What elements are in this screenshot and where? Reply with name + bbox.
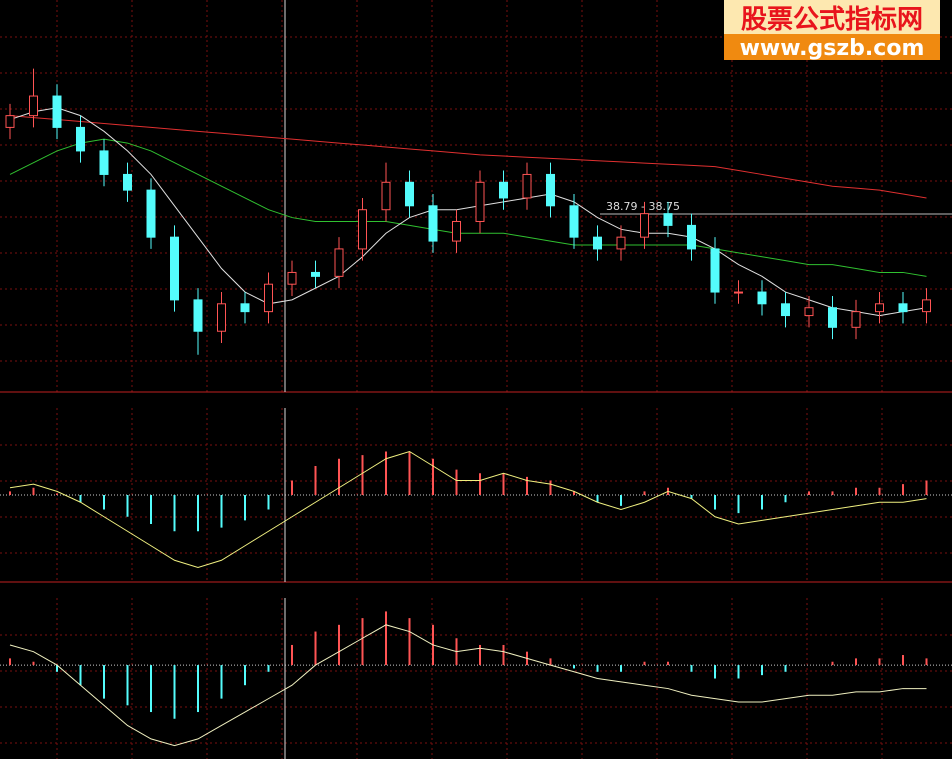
candle-body	[264, 283, 273, 313]
candle-body	[663, 213, 673, 226]
candle-body	[358, 209, 367, 250]
candle-body	[687, 224, 696, 250]
watermark-url: www.gszb.com	[740, 36, 925, 61]
candle-body	[29, 95, 38, 117]
indicator-line	[9, 624, 927, 747]
candle-body	[734, 291, 743, 294]
moving-average	[9, 115, 927, 199]
candle-body	[522, 173, 532, 199]
candle-body	[170, 236, 179, 301]
candle-body	[99, 150, 109, 175]
candle-body	[428, 205, 438, 242]
candle-body	[546, 173, 555, 207]
moving-average	[9, 138, 927, 277]
candle-body	[452, 220, 461, 242]
candle-body	[593, 236, 602, 250]
watermark-top	[724, 0, 940, 34]
candle-body	[381, 181, 391, 211]
candle-body	[640, 213, 649, 238]
candle-body	[217, 303, 226, 332]
candle-body	[922, 299, 931, 313]
indicator-line	[9, 450, 927, 569]
candle-body	[569, 205, 579, 238]
moving-average	[9, 107, 927, 317]
candle-body	[76, 126, 85, 152]
candle-body	[499, 181, 508, 199]
candle-body	[146, 189, 156, 238]
candle-body	[123, 173, 132, 191]
candle-body	[240, 303, 250, 313]
candle-body	[757, 291, 767, 305]
candle-body	[5, 115, 15, 128]
candle-body	[828, 307, 837, 328]
candle-body	[475, 181, 485, 222]
candle-body	[405, 181, 414, 207]
candle-body	[52, 95, 62, 128]
candle-body	[875, 303, 884, 313]
watermark: 股票公式指标网 www.gszb.com	[724, 0, 940, 61]
watermark-title: 股票公式指标网	[741, 5, 923, 35]
candle-body	[311, 271, 320, 277]
candle-body	[287, 271, 297, 285]
candle-body	[710, 248, 720, 293]
plot: 38.79 - 38.75	[0, 68, 952, 747]
candle-body	[851, 311, 861, 328]
candle-body	[804, 307, 814, 317]
candle-body	[616, 236, 626, 250]
candle-body	[193, 299, 203, 332]
candle-body	[898, 303, 908, 313]
price-label: 38.79 - 38.75	[606, 200, 680, 213]
candle-body	[781, 303, 790, 317]
watermark-bottom	[724, 34, 940, 60]
candle-body	[334, 248, 344, 277]
